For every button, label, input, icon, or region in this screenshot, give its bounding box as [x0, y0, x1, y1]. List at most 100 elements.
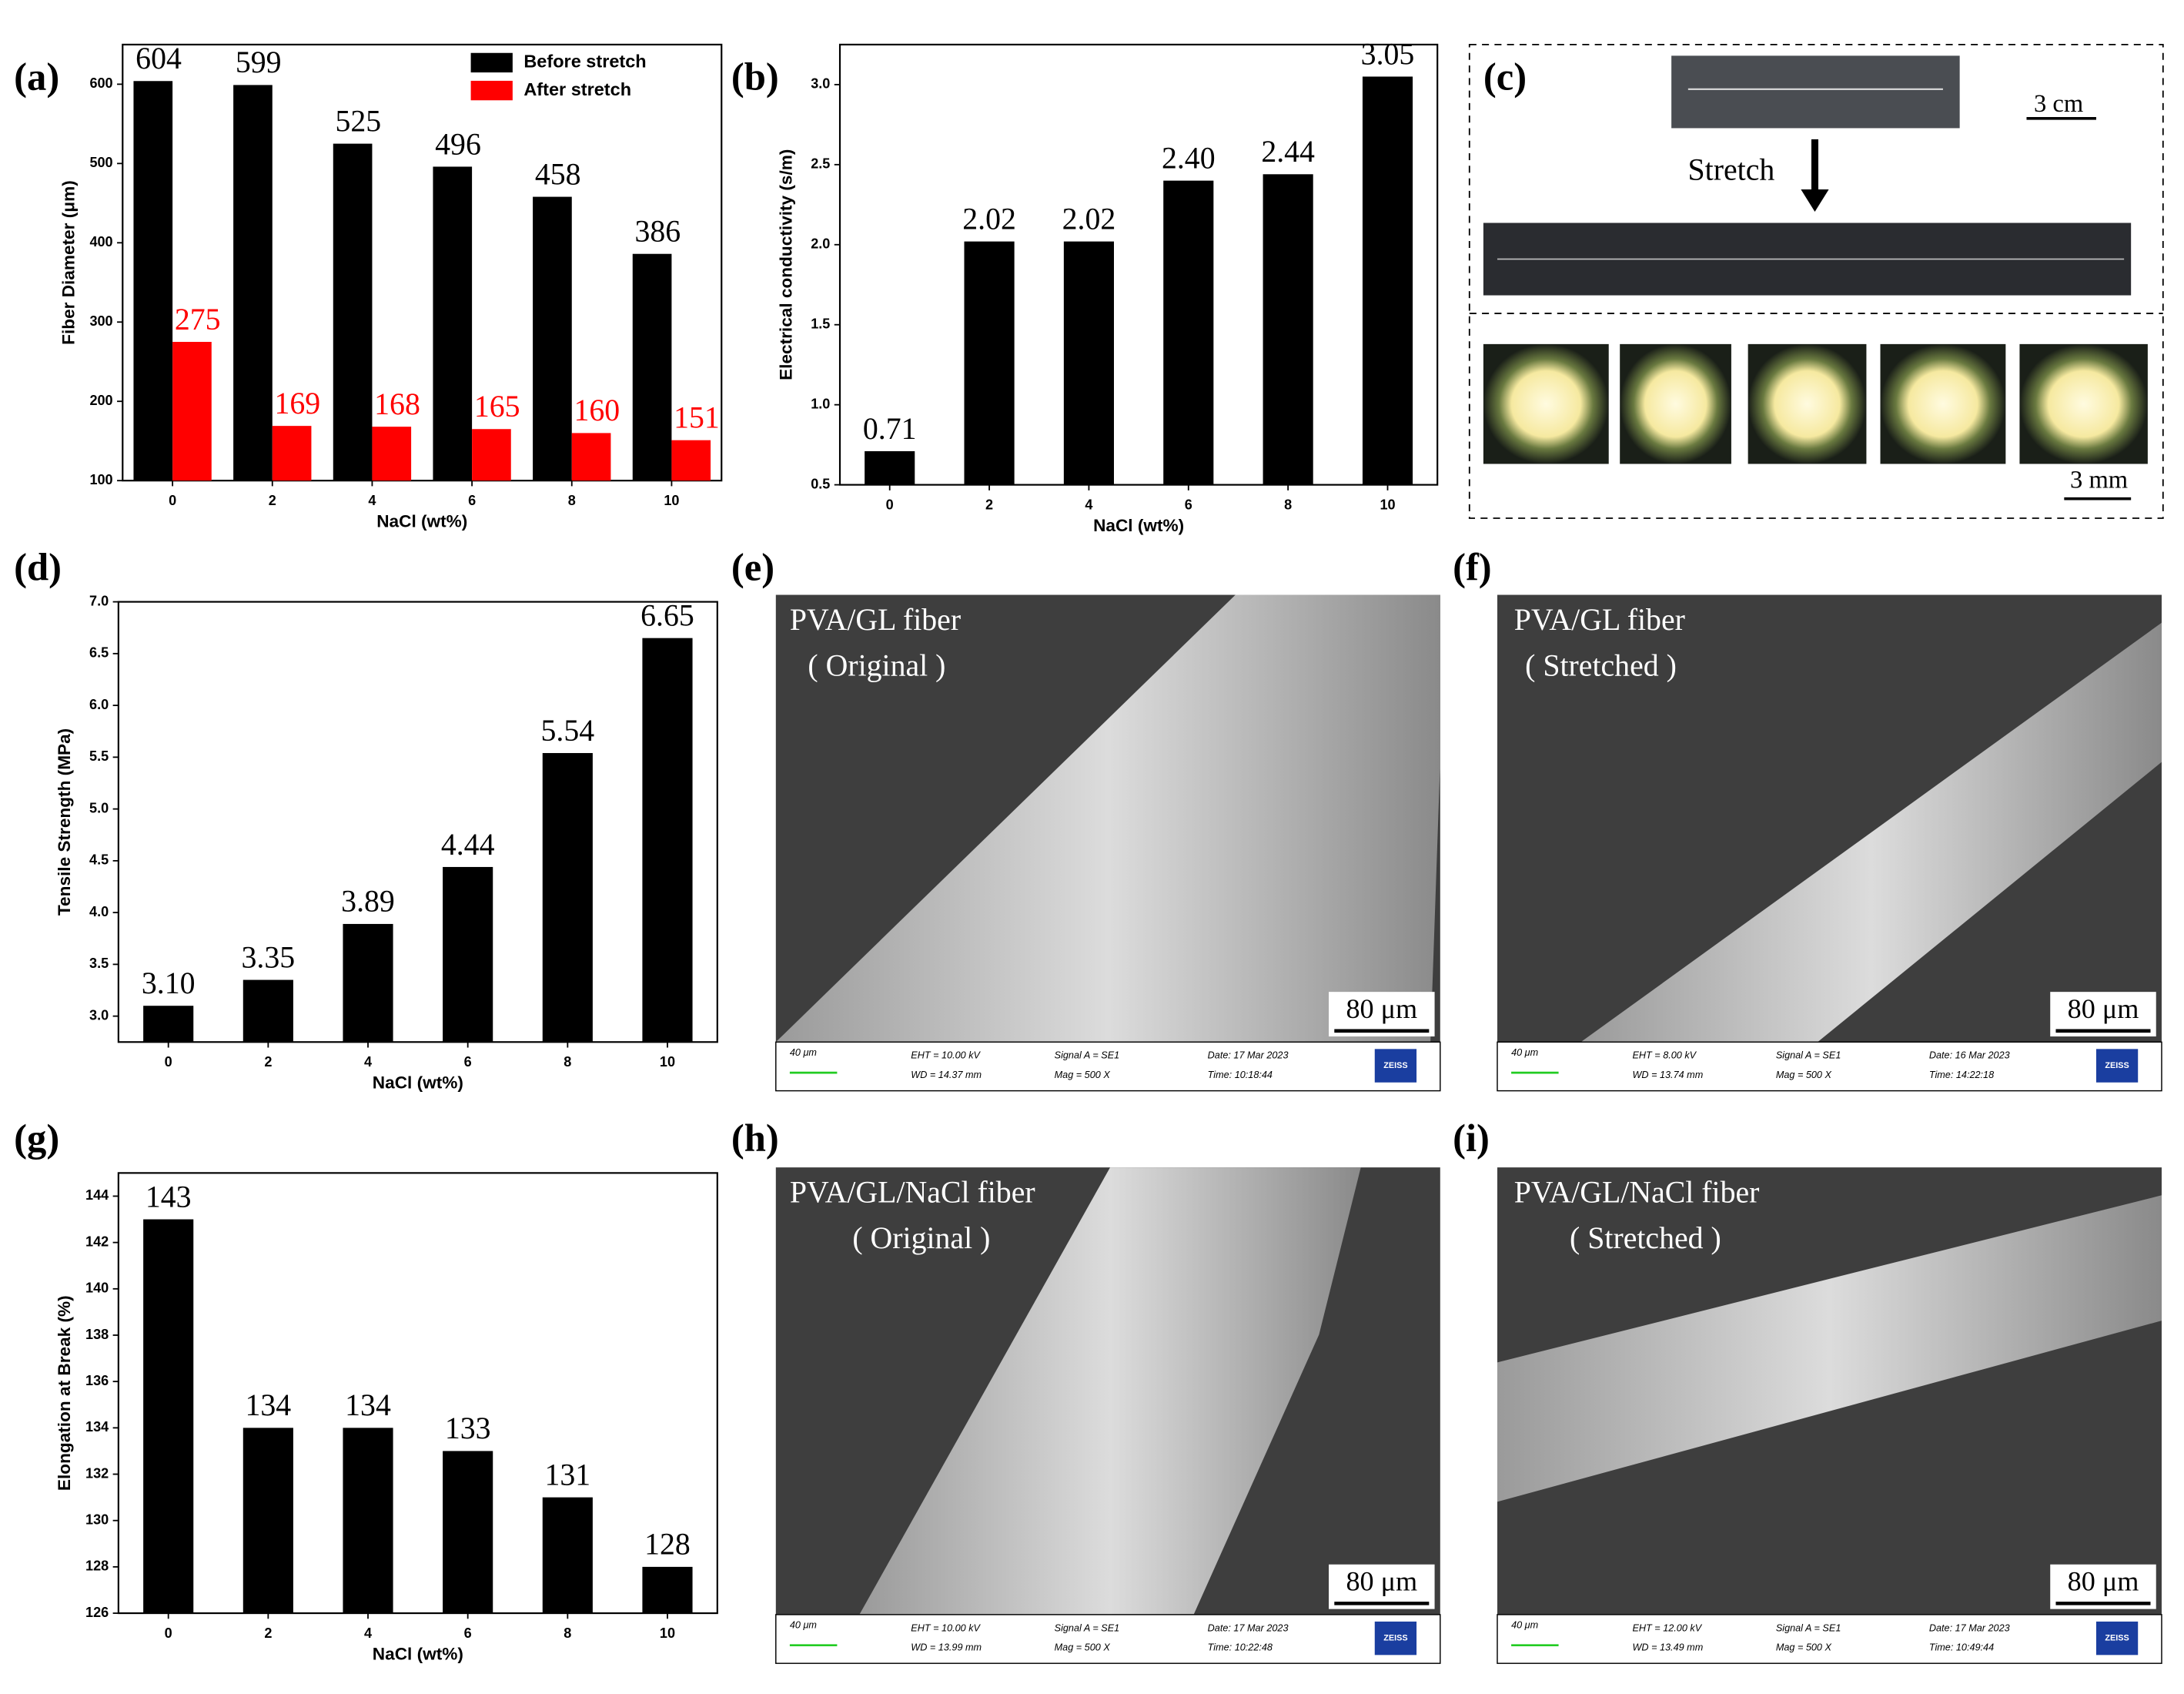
x-tick-label: 0 [165, 1625, 172, 1641]
scale-label: 3 cm [2034, 90, 2083, 118]
y-tick-label: 128 [85, 1558, 109, 1574]
bar [242, 979, 293, 1043]
x-tick-label: 6 [464, 1625, 472, 1641]
info-text: EHT = 12.00 kV [1632, 1622, 1702, 1633]
value-label: 599 [236, 45, 282, 79]
y-axis-label: Tensile Strength (MPa) [55, 728, 74, 916]
bar [632, 253, 672, 481]
value-label: 275 [175, 303, 221, 336]
bar [642, 638, 693, 1043]
value-label: 165 [474, 390, 520, 424]
sem-title: PVA/GL/NaCl fiber [1514, 1175, 1760, 1209]
arrow-label: Stretch [1688, 152, 1775, 186]
value-label: 143 [145, 1180, 192, 1214]
info-text: WD = 14.37 mm [911, 1070, 982, 1080]
info-text: EHT = 8.00 kV [1632, 1050, 1697, 1061]
y-tick-label: 132 [85, 1465, 109, 1481]
value-label: 2.02 [1062, 202, 1116, 236]
y-tick-label: 300 [89, 313, 112, 329]
scale-label: 80 μm [1346, 1565, 1417, 1596]
sem-subtitle: ( Stretched ) [1525, 649, 1677, 683]
sem-panel: PVA/GL fiber ( Original ) 80 μm 40 μm EHT = … [775, 594, 1441, 1092]
sem-panel: PVA/GL/NaCl fiber ( Original ) 80 μm 40 μm E… [775, 1167, 1441, 1664]
x-tick-label: 10 [660, 1054, 675, 1070]
y-tick-label: 0.5 [811, 476, 830, 491]
led-photo [1620, 343, 1731, 464]
panel-label: (g) [14, 1116, 59, 1160]
value-label: 169 [274, 387, 320, 420]
value-label: 131 [544, 1458, 590, 1491]
x-tick-label: 4 [368, 493, 376, 508]
y-tick-label: 4.0 [89, 904, 109, 919]
x-tick-label: 2 [269, 493, 276, 508]
info-text: Signal A = SE1 [1055, 1622, 1120, 1633]
y-tick-label: 600 [89, 75, 112, 91]
bar [1362, 76, 1413, 485]
y-tick-label: 130 [85, 1512, 109, 1527]
y-tick-label: 5.5 [89, 748, 109, 764]
value-label: 4.44 [441, 828, 495, 862]
logo-box [2095, 1621, 2139, 1656]
value-label: 134 [246, 1388, 292, 1422]
value-label: 168 [374, 387, 420, 421]
y-tick-label: 100 [89, 472, 112, 487]
bar [143, 1219, 194, 1614]
x-axis-label: NaCl (wt%) [376, 511, 467, 531]
panel-label: (i) [1453, 1116, 1490, 1160]
x-tick-label: 8 [564, 1625, 571, 1641]
value-label: 3.35 [242, 940, 296, 974]
bar [571, 433, 611, 481]
bar [542, 1497, 593, 1614]
scale-label: 80 μm [1346, 993, 1417, 1024]
bar [1263, 174, 1313, 485]
y-axis-label: Fiber Diameter (μm) [59, 180, 79, 345]
scale-box [1329, 1564, 1435, 1609]
sem-title: PVA/GL/NaCl fiber [790, 1175, 1035, 1209]
bar [343, 923, 393, 1043]
scale-box [2050, 1564, 2156, 1609]
info-bar [1497, 1041, 2162, 1092]
info-text: Signal A = SE1 [1776, 1050, 1841, 1061]
y-tick-label: 400 [89, 234, 112, 249]
value-label: 2.40 [1162, 141, 1216, 175]
panel-label: (h) [731, 1116, 779, 1160]
panel-label: (b) [731, 55, 779, 99]
plot-frame [117, 1172, 718, 1615]
legend-swatch [470, 52, 513, 73]
info-text: Date: 17 Mar 2023 [1208, 1622, 1289, 1633]
bar [343, 1428, 393, 1614]
y-tick-label: 200 [89, 393, 112, 408]
info-text: 40 μm [790, 1047, 817, 1058]
info-bar [775, 1614, 1441, 1664]
photo-before [1671, 55, 1960, 129]
bar [172, 341, 212, 481]
value-label: 3.10 [142, 966, 196, 1000]
y-tick-label: 5.0 [89, 800, 109, 815]
scale-label: 80 μm [2068, 993, 2139, 1024]
y-tick-label: 142 [85, 1234, 109, 1249]
plot-frame [838, 43, 1439, 486]
info-text: Mag = 500 X [1776, 1642, 1832, 1653]
info-text: 40 μm [1511, 1620, 1538, 1631]
value-label: 496 [435, 127, 481, 161]
x-tick-label: 4 [364, 1054, 372, 1070]
logo-box [2095, 1049, 2139, 1083]
info-text: Mag = 500 X [1055, 1642, 1111, 1653]
value-label: 2.44 [1261, 135, 1315, 169]
value-label: 5.54 [541, 714, 595, 748]
logo-box [1374, 1621, 1417, 1656]
panel-label: (f) [1453, 545, 1492, 588]
fiber [1580, 622, 2162, 1043]
x-tick-label: 2 [264, 1054, 272, 1070]
x-tick-label: 6 [464, 1054, 472, 1070]
y-tick-label: 3.0 [811, 76, 830, 92]
x-tick-label: 8 [564, 1054, 571, 1070]
x-tick-label: 6 [1185, 497, 1192, 513]
sem-subtitle: ( Original ) [808, 649, 945, 683]
value-label: 3.05 [1361, 37, 1415, 71]
info-text: EHT = 10.00 kV [911, 1622, 981, 1633]
info-text: Signal A = SE1 [1776, 1622, 1841, 1633]
led-photo [1748, 343, 1867, 464]
